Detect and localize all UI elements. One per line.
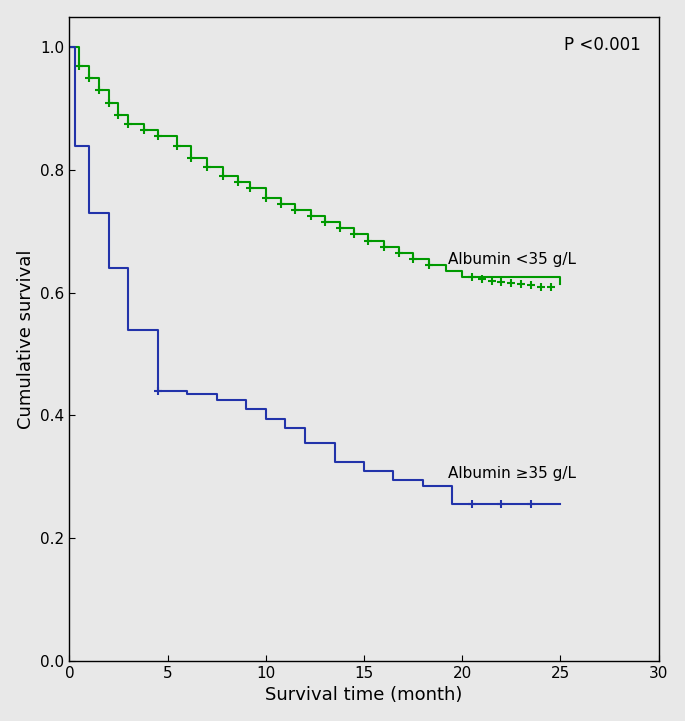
X-axis label: Survival time (month): Survival time (month) xyxy=(265,686,462,704)
Text: Albumin ≥35 g/L: Albumin ≥35 g/L xyxy=(449,466,577,482)
Text: Albumin <35 g/L: Albumin <35 g/L xyxy=(449,252,577,267)
Text: P <0.001: P <0.001 xyxy=(564,36,641,54)
Y-axis label: Cumulative survival: Cumulative survival xyxy=(16,249,35,428)
